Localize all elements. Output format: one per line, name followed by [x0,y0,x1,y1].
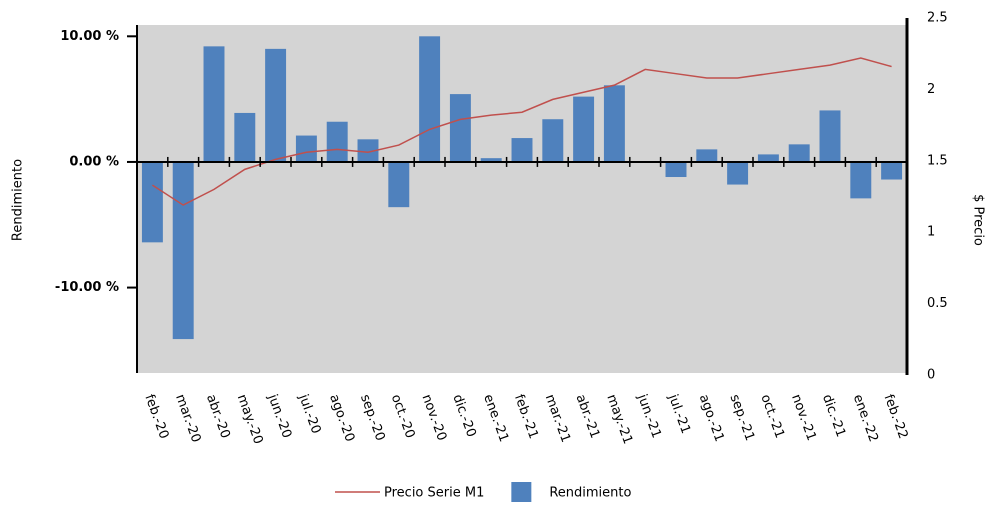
bar [449,94,471,162]
x-tick-label: dic.-21 [819,392,848,439]
y-axis-title: Rendimiento [11,159,26,241]
y-tick-label: 10.00 % [60,29,119,44]
x-tick-label: nov.-21 [788,392,819,442]
legend-swatch [511,482,532,502]
y2-tick-label: 0 [927,368,935,383]
x-tick-label: feb.-20 [141,392,171,441]
x-tick-label: jul.-21 [665,391,693,435]
bar [665,161,687,178]
bar [788,144,810,162]
bar [480,158,502,162]
y-tick-label: -10.00 % [55,280,119,295]
x-tick-label: abr.-20 [203,392,233,440]
bar [357,139,379,162]
y2-tick-label: 2.5 [927,11,948,26]
bar [881,161,903,180]
x-tick-label: abr.-21 [573,392,603,440]
bar [141,161,163,243]
bar [419,36,441,162]
legend-label: Precio Serie M1 [384,486,484,501]
x-tick-label: ene.-21 [480,392,511,444]
bar [326,121,348,162]
y2-tick-label: 1 [927,225,935,240]
bar [850,161,872,199]
x-tick-label: mar.-21 [542,392,573,444]
bar [819,110,841,162]
price-line [151,57,892,206]
bar [573,96,595,162]
x-tick-label: sep.-20 [357,392,388,443]
x-tick-label: jun.-21 [634,391,664,440]
x-tick-label: nov.-20 [419,392,450,442]
bar [388,161,410,208]
bar [265,48,287,162]
bar [172,161,194,340]
x-tick-label: may.-20 [234,392,266,446]
x-tick-label: feb.-21 [511,392,541,441]
bar [295,135,317,162]
y2-tick-label: 2 [927,82,935,97]
x-tick-label: feb.-22 [881,392,911,441]
x-tick-label: dic.-20 [449,392,478,439]
bar [757,154,779,162]
x-tick-label: ago.-20 [326,392,357,443]
x-tick-label: oct.-21 [757,392,787,440]
x-tick-label: sep.-21 [727,392,758,443]
x-tick-label: mar.-20 [172,392,203,444]
plot-area [137,25,907,373]
bar [234,112,256,162]
x-tick-label: jul.-20 [295,391,323,435]
bar [542,119,564,162]
x-tick-label: oct.-20 [388,392,418,440]
y2-axis-title: $ Precio [971,194,986,246]
bar [603,85,625,162]
x-tick-label: ene.-22 [850,392,881,444]
bar [511,138,533,162]
legend-label: Rendimiento [549,486,631,501]
y2-tick-label: 1.5 [927,153,948,168]
y-tick-label: 0.00 % [69,154,119,169]
x-tick-label: ago.-21 [696,392,727,443]
x-tick-label: may.-21 [603,392,635,446]
bar [727,161,749,185]
x-tick-label: jun.-20 [264,391,294,440]
bar [696,149,718,162]
y2-tick-label: 0.5 [927,296,948,311]
bar [203,46,225,162]
